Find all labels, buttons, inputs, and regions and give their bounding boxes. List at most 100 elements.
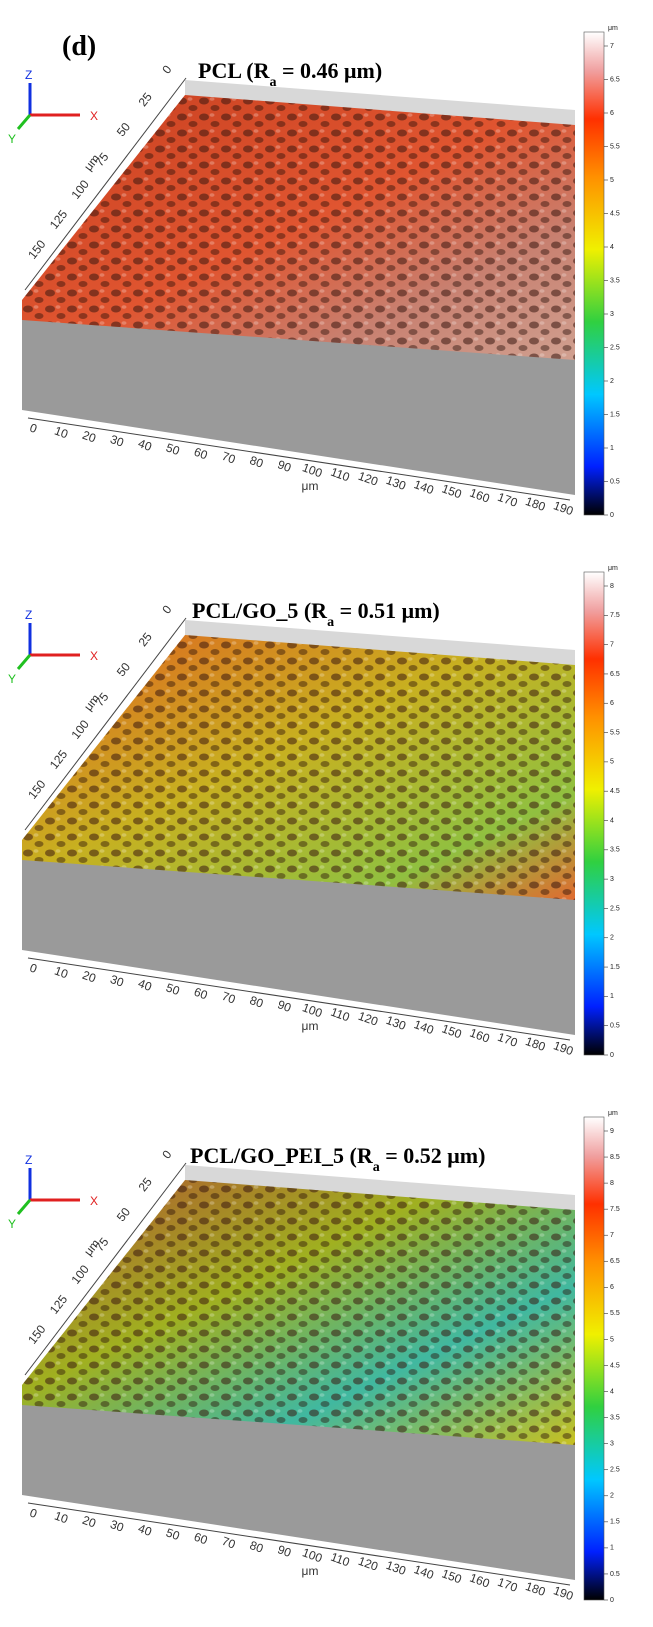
y-tick-label: 100 [68,177,92,202]
title-text: PCL/GO_PEI_5 (R [190,1143,374,1168]
colorbar-tick-label: 2 [610,378,614,385]
colorbar-tick-label: 5 [610,759,614,766]
x-tick-label: 20 [80,428,98,446]
colorbar-unit: μm [608,25,618,32]
colorbar-tick-label: 5 [610,177,614,184]
x-tick-label: 140 [412,1017,436,1037]
surface-side [22,855,575,1035]
x-tick-label: 0 [28,421,39,437]
colorbar-tick-label: 7.5 [610,612,620,619]
x-axis-label: μm [302,1019,319,1033]
colorbar-tick-label: 5 [610,1336,614,1343]
title-text: = 0.46 μm) [277,58,383,83]
x-tick-label: 70 [220,449,238,467]
y-axis [24,617,187,831]
colorbar-unit: μm [608,1110,618,1117]
x-tick-label: 20 [80,968,98,986]
x-tick-label: 160 [468,486,492,506]
x-tick-label: 180 [524,1034,548,1054]
x-tick-label: 90 [276,457,294,475]
surface-side [22,315,575,495]
colorbar-tick-label: 1.5 [610,964,620,971]
x-tick-label: 10 [53,424,71,442]
y-tick-label: 150 [25,777,49,802]
x-tick-label: 110 [329,465,352,485]
x-tick-label: 120 [356,1009,380,1029]
x-tick-label: 60 [192,445,210,463]
x-tick-label: 170 [496,1575,520,1595]
y-tick-label: 125 [47,1292,71,1317]
colorbar-tick-label: 3 [610,1441,614,1448]
x-tick-label: 180 [524,1579,548,1599]
x-tick-label: 40 [136,1521,154,1539]
x-tick-label: 50 [164,1525,182,1543]
colorbar-tick-label: 7 [610,43,614,50]
x-tick-label: 160 [468,1571,492,1591]
colorbar-tick-label: 6.5 [610,76,620,83]
title-text: = 0.52 μm) [380,1143,486,1168]
y-tick-label: 0 [159,1147,174,1161]
colorbar-tick-label: 8 [610,1180,614,1187]
colorbar-tick-label: 2.5 [610,344,620,351]
colorbar-tick-label: 0.5 [610,1023,620,1030]
x-axis-label: μm [302,479,319,493]
title-subscript: a [327,615,334,630]
colorbar-unit: μm [608,565,618,572]
triad-label: X [90,109,98,123]
colorbar-tick-label: 0 [610,1052,614,1059]
x-tick-label: 100 [301,1000,325,1020]
triad-label: Z [25,608,32,622]
y-tick-label: 25 [136,1175,155,1194]
colorbar-tick-label: 1 [610,993,614,1000]
triad-label: Z [25,1153,32,1167]
triad-label: Y [8,1217,16,1231]
x-axis [27,957,571,1041]
colorbar-tick-label: 8.5 [610,1154,620,1161]
triad-label: Y [8,672,16,686]
colorbar-tick-label: 3 [610,311,614,318]
colorbar-tick-label: 6 [610,1284,614,1291]
x-tick-label: 140 [412,477,436,497]
colorbar-tick-label: 5.5 [610,1310,620,1317]
colorbar [583,1116,605,1601]
x-tick-label: 50 [164,980,182,998]
x-tick-label: 40 [136,976,154,994]
x-tick-label: 110 [329,1005,352,1025]
colorbar-tick-label: 4 [610,244,614,251]
panel-title: PCL/GO_PEI_5 (Ra = 0.52 μm) [190,1143,485,1175]
colorbar-tick-label: 7 [610,641,614,648]
triad-label: Y [8,132,16,146]
x-tick-label: 140 [412,1562,436,1582]
y-tick-label: 0 [159,602,174,616]
title-text: PCL (R [198,58,271,83]
x-tick-label: 50 [164,440,182,458]
x-tick-label: 30 [108,972,126,990]
colorbar-tick-label: 0.5 [610,1571,620,1578]
x-tick-label: 30 [108,1517,126,1535]
y-tick-label: 125 [47,207,71,232]
x-tick-label: 60 [192,985,210,1003]
triad-y [16,1199,32,1215]
y-tick-label: 50 [114,660,133,679]
y-axis [24,1162,187,1376]
x-tick-label: 70 [220,989,238,1007]
y-axis [24,77,187,291]
colorbar-tick-label: 2 [610,935,614,942]
x-tick-label: 110 [329,1550,352,1570]
colorbar-tick-label: 0.5 [610,478,620,485]
surface-side [22,1400,575,1580]
triad-label: Z [25,68,32,82]
colorbar-tick-label: 9 [610,1128,614,1135]
x-tick-label: 70 [220,1534,238,1552]
colorbar-tick-label: 4 [610,1388,614,1395]
colorbar-tick-label: 5.5 [610,729,620,736]
triad-label: X [90,1194,98,1208]
x-tick-label: 90 [276,1542,294,1560]
x-tick-label: 100 [301,1545,325,1565]
y-tick-label: 150 [25,1322,49,1347]
x-tick-label: 130 [384,473,408,493]
